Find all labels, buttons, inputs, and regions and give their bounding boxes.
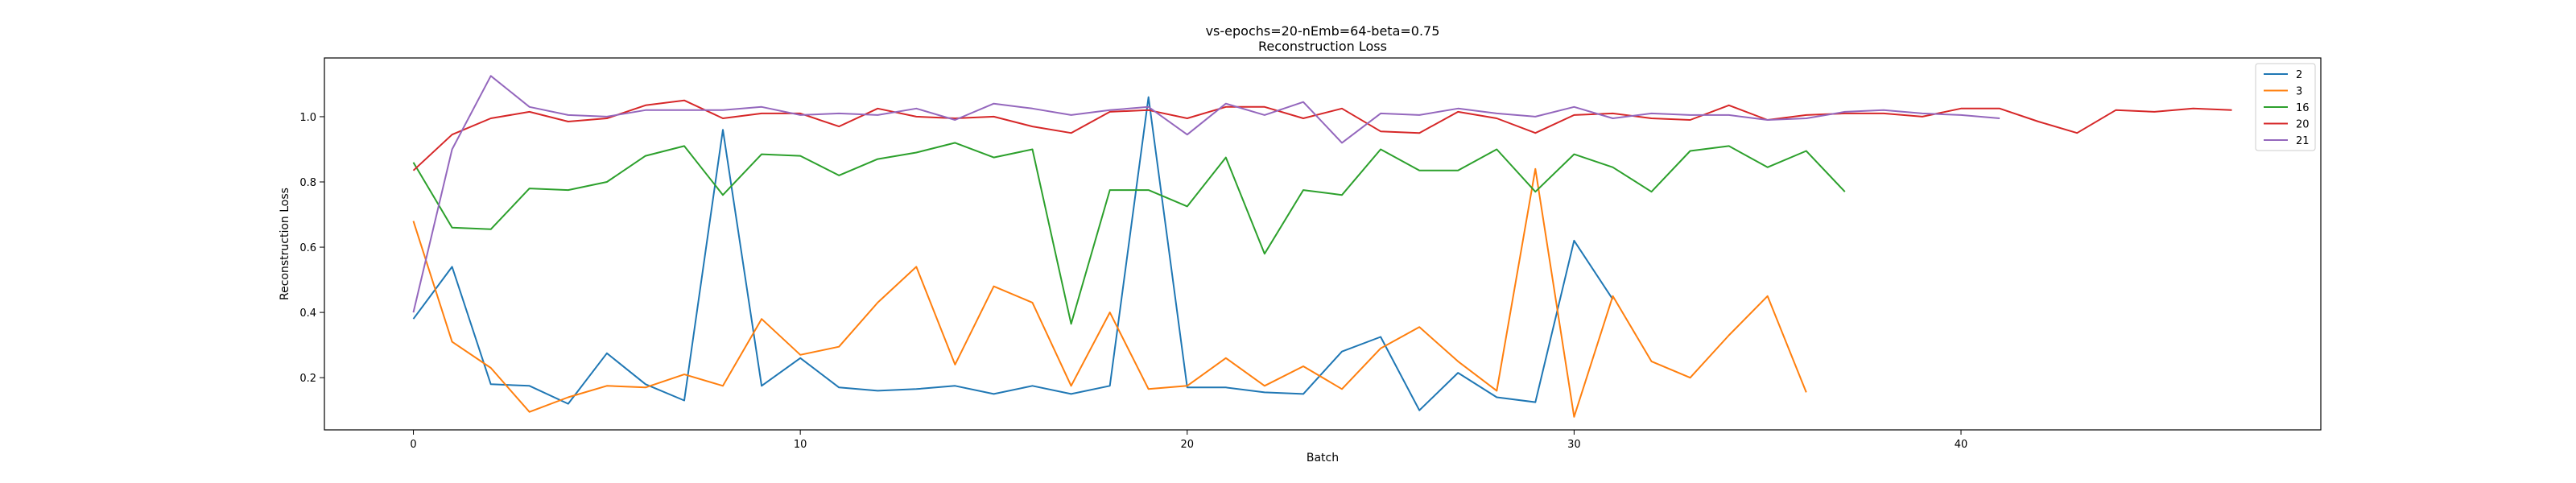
y-tick-label: 0.2 (299, 373, 316, 385)
series-line-3 (412, 167, 1807, 418)
y-tick-label: 0.4 (299, 308, 316, 320)
x-tick-label: 0 (410, 439, 416, 451)
y-axis: 0.2 0.4 0.6 0.8 1.0 (299, 112, 324, 385)
series-line-16 (412, 142, 1846, 325)
x-axis: 0 10 20 30 40 (410, 430, 1967, 451)
series-line-20 (412, 99, 2232, 171)
legend-label-20: 20 (2296, 119, 2310, 131)
y-tick-label: 0.8 (299, 177, 316, 189)
series-line-21 (412, 75, 2000, 313)
legend-label-16: 16 (2296, 102, 2310, 114)
series-line-2 (412, 96, 1614, 411)
legend-label-3: 3 (2296, 86, 2302, 98)
plot-area-frame (324, 57, 2322, 431)
legend: 2 3 16 20 21 (2255, 63, 2316, 151)
y-axis-label: Reconstruction Loss (279, 188, 291, 300)
x-tick-label: 20 (1181, 439, 1195, 451)
y-tick-label: 0.6 (299, 242, 316, 254)
x-tick-label: 40 (1955, 439, 1968, 451)
chart-title: vs-epochs=20-nEmb=64-beta=0.75 (1206, 23, 1440, 39)
y-tick-label: 1.0 (299, 112, 316, 124)
legend-label-21: 21 (2296, 135, 2310, 147)
x-tick-label: 30 (1567, 439, 1581, 451)
x-axis-label: Batch (1307, 452, 1339, 464)
x-tick-label: 10 (794, 439, 807, 451)
plot-lines (412, 75, 2232, 418)
legend-label-2: 2 (2296, 69, 2302, 81)
chart-subtitle: Reconstruction Loss (1258, 39, 1387, 54)
